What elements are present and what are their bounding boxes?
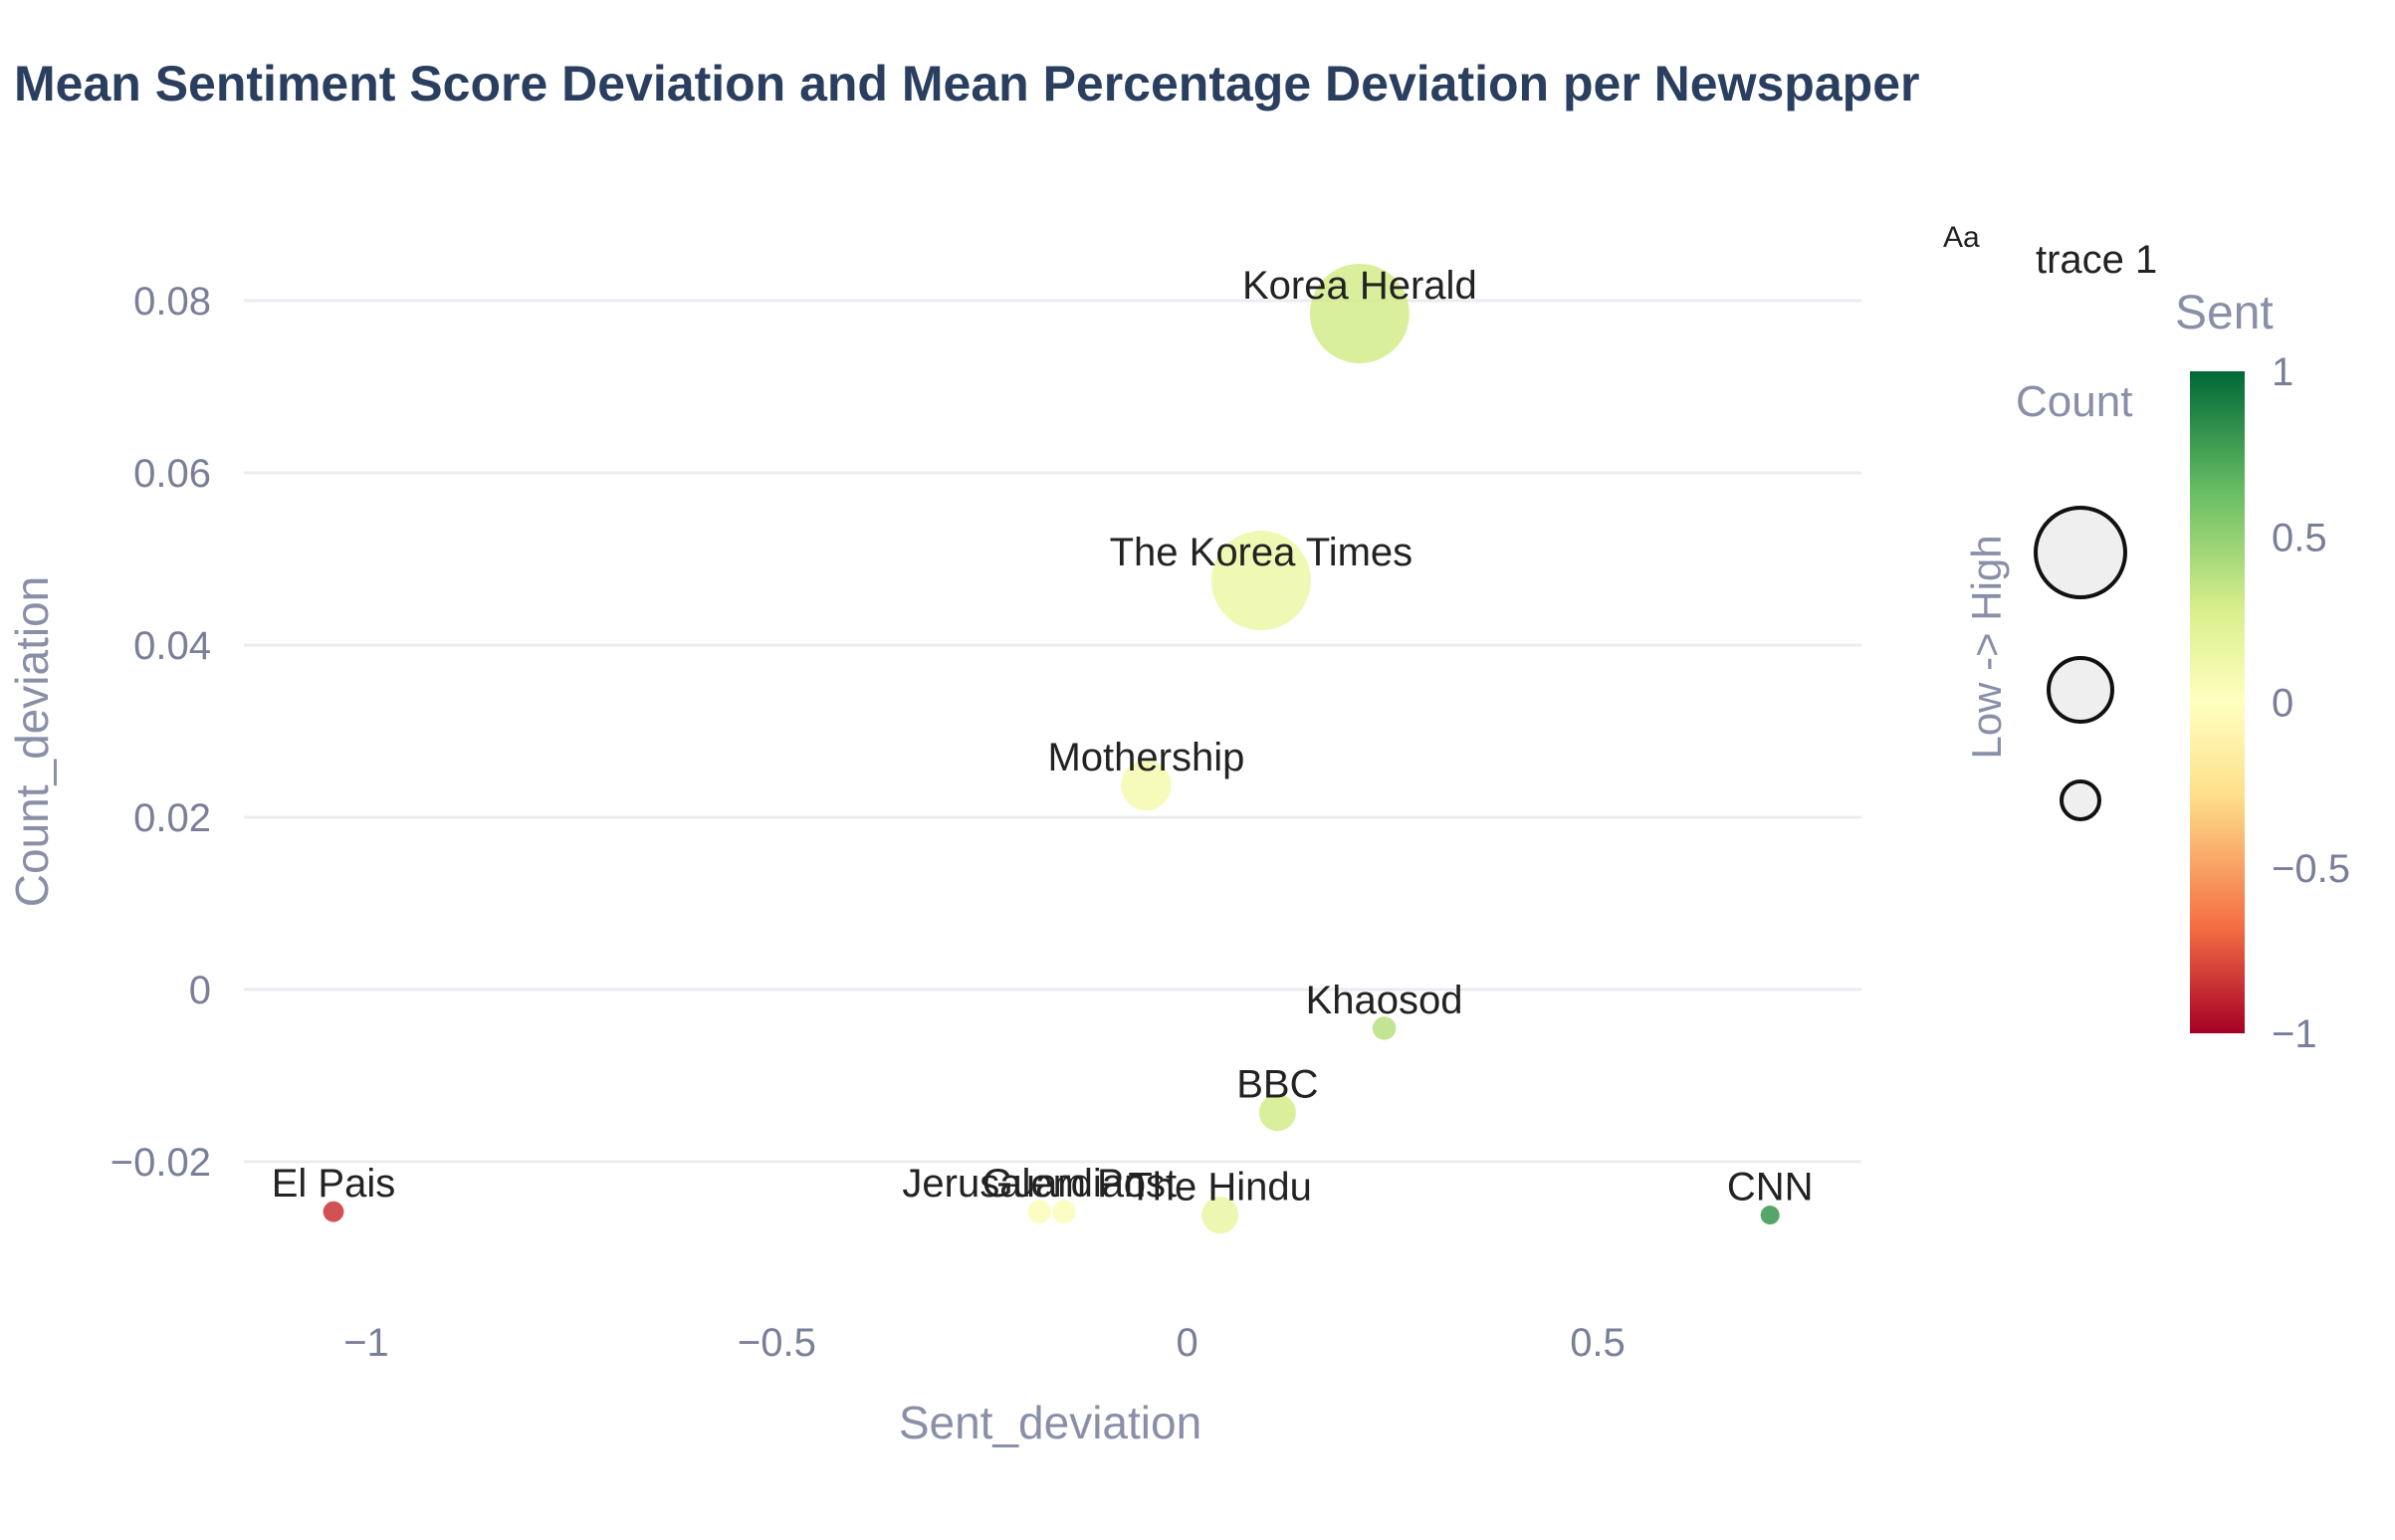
data-label: Khaosod	[1306, 979, 1463, 1022]
data-label: CNN	[1727, 1166, 1814, 1210]
x-tick-label: −1	[343, 1321, 389, 1365]
colorbar-tick-label: 0	[2272, 682, 2293, 726]
colorbar-ticks: 1 0.5 0 −0.5 −1	[2272, 350, 2350, 1056]
y-tick-label: 0	[189, 969, 211, 1012]
colorbar-tick-label: −1	[2272, 1012, 2317, 1056]
data-point	[1027, 1200, 1051, 1223]
data-points	[323, 263, 1780, 1234]
size-legend-title: Count	[2016, 377, 2132, 426]
size-legend-medium	[2047, 656, 2114, 724]
data-label: The Hindu	[1128, 1166, 1312, 1210]
data-point	[1210, 531, 1311, 631]
gridlines	[244, 299, 1861, 1164]
y-axis-title: Count_deviation	[6, 576, 58, 907]
data-point	[1201, 1197, 1239, 1234]
data-label: Mothership	[1047, 736, 1244, 779]
data-label: Guardian	[982, 1162, 1147, 1206]
data-point	[1052, 1200, 1076, 1223]
y-tick-label: 0.04	[133, 624, 211, 668]
y-tick-label: −0.02	[110, 1141, 211, 1185]
y-tick-label: 0.06	[133, 452, 211, 496]
y-tick-label: 0.02	[133, 796, 211, 840]
data-label: BBC	[1236, 1063, 1318, 1107]
size-scale-label: Low -> High	[1963, 535, 2010, 759]
y-axis-ticks: 0.08 0.06 0.04 0.02 0 −0.02	[110, 280, 211, 1185]
x-axis-title: Sent_deviation	[899, 1397, 1201, 1448]
colorbar: Sent 1 0.5 0 −0.5 −1	[2175, 287, 2350, 1056]
chart-title: Mean Sentiment Score Deviation and Mean …	[14, 56, 1919, 111]
data-labels: Korea Herald The Korea Times Mothership Kha…	[272, 264, 1814, 1210]
x-tick-label: 0.5	[1570, 1321, 1626, 1365]
data-point	[1309, 263, 1410, 363]
size-legend-large	[2034, 506, 2127, 599]
data-label: The Korea Times	[1110, 531, 1414, 574]
legend-trace-name[interactable]: trace 1	[2036, 238, 2157, 282]
legend: Aa trace 1 Count Low -> High	[1943, 221, 2157, 821]
x-tick-label: −0.5	[738, 1321, 816, 1365]
colorbar-tick-label: −0.5	[2272, 847, 2350, 891]
y-tick-label: 0.08	[133, 280, 211, 324]
data-point	[1760, 1206, 1780, 1225]
data-point	[1258, 1094, 1296, 1132]
x-tick-label: 0	[1177, 1321, 1198, 1365]
data-label: Jerusalem Post	[902, 1162, 1177, 1206]
data-label: El Pais	[272, 1162, 396, 1206]
colorbar-tick-label: 1	[2272, 350, 2293, 394]
colorbar-gradient	[2190, 371, 2245, 1033]
data-point	[1372, 1016, 1397, 1040]
x-axis-ticks: −1 −0.5 0 0.5	[343, 1321, 1626, 1365]
data-label: Korea Herald	[1242, 264, 1477, 308]
data-point	[323, 1201, 344, 1222]
size-legend-small	[2060, 779, 2101, 821]
colorbar-tick-label: 0.5	[2272, 516, 2327, 559]
legend-glyph: Aa	[1943, 221, 1980, 254]
colorbar-title: Sent	[2175, 287, 2274, 339]
data-point	[1121, 760, 1172, 811]
